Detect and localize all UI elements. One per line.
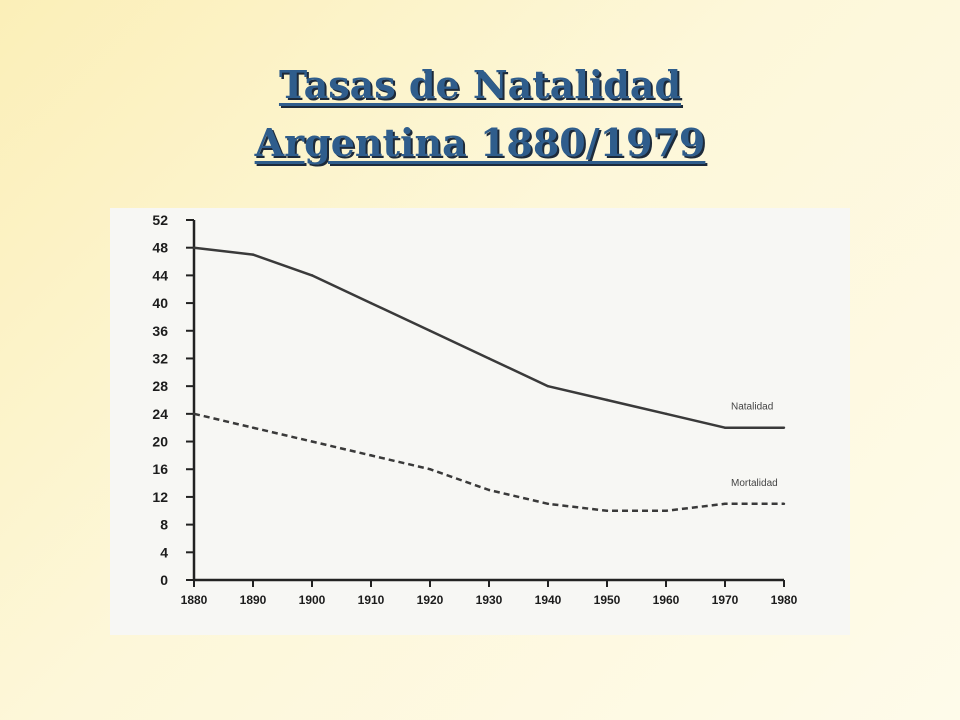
x-tick-label: 1900 bbox=[299, 593, 326, 607]
chart-axes bbox=[192, 220, 784, 582]
data-point-mortalidad bbox=[782, 502, 786, 506]
x-tick-label: 1910 bbox=[358, 593, 385, 607]
y-tick-label: 24 bbox=[152, 406, 168, 422]
data-point-natalidad bbox=[723, 426, 727, 429]
x-tick-label: 1930 bbox=[476, 593, 503, 607]
series-label-natalidad: Natalidad bbox=[731, 402, 773, 413]
series-label-mortalidad: Mortalidad bbox=[731, 478, 778, 489]
x-tick-label: 1950 bbox=[594, 593, 621, 607]
x-axis-ticks: 1880 1890 1900 1910 1920 1930 1940 1950 1960 1970… bbox=[181, 580, 798, 607]
series-line-mortalidad bbox=[193, 412, 784, 513]
x-tick-label: 1890 bbox=[240, 593, 267, 607]
x-tick-label: 1940 bbox=[535, 593, 562, 607]
x-tick-label: 1980 bbox=[771, 593, 798, 607]
title-line-2: Argentina 1880/1979 bbox=[254, 120, 706, 165]
chart-series: Natalidad Mortalidad bbox=[192, 246, 786, 513]
data-point-natalidad bbox=[192, 246, 196, 249]
chart-panel: 0 4 8 12 16 20 24 28 32 36 40 44 48 52 1880 1890 1900 19… bbox=[110, 208, 850, 635]
title-line-1: Tasas de Natalidad bbox=[278, 62, 682, 107]
y-tick-label: 16 bbox=[152, 461, 168, 477]
data-point-natalidad bbox=[428, 329, 432, 332]
data-point-mortalidad bbox=[664, 509, 668, 512]
y-tick-label: 40 bbox=[152, 295, 168, 311]
data-point-mortalidad bbox=[605, 509, 609, 512]
data-point-natalidad bbox=[546, 384, 550, 388]
series-line-natalidad bbox=[193, 246, 784, 429]
y-tick-label: 4 bbox=[160, 544, 168, 560]
y-tick-label: 44 bbox=[152, 267, 168, 283]
data-point-natalidad bbox=[369, 301, 373, 305]
x-tick-label: 1970 bbox=[712, 593, 739, 607]
data-point-mortalidad bbox=[428, 468, 432, 471]
y-tick-label: 8 bbox=[160, 517, 168, 533]
data-point-mortalidad bbox=[369, 454, 373, 457]
data-point-mortalidad bbox=[487, 488, 491, 492]
data-point-natalidad bbox=[664, 412, 668, 416]
y-tick-label: 52 bbox=[152, 212, 168, 228]
x-tick-label: 1880 bbox=[181, 593, 208, 607]
y-tick-label: 32 bbox=[152, 350, 168, 366]
y-tick-label: 12 bbox=[152, 489, 168, 505]
y-tick-label: 20 bbox=[152, 434, 168, 450]
data-point-mortalidad bbox=[723, 502, 727, 506]
data-point-mortalidad bbox=[546, 502, 550, 506]
data-point-natalidad bbox=[251, 253, 255, 256]
data-point-natalidad bbox=[310, 274, 314, 277]
data-point-natalidad bbox=[487, 357, 491, 360]
data-point-mortalidad bbox=[310, 440, 314, 443]
data-point-mortalidad bbox=[251, 426, 255, 429]
data-point-natalidad bbox=[605, 398, 609, 402]
data-point-natalidad bbox=[782, 426, 786, 429]
slide-title: Tasas de Natalidad Argentina 1880/1979 bbox=[0, 56, 960, 172]
y-tick-label: 36 bbox=[152, 323, 168, 339]
y-tick-label: 0 bbox=[160, 572, 168, 588]
y-tick-label: 48 bbox=[152, 240, 168, 256]
y-tick-label: 28 bbox=[152, 378, 168, 394]
x-tick-label: 1960 bbox=[653, 593, 680, 607]
x-tick-label: 1920 bbox=[417, 593, 444, 607]
data-point-mortalidad bbox=[192, 412, 196, 416]
